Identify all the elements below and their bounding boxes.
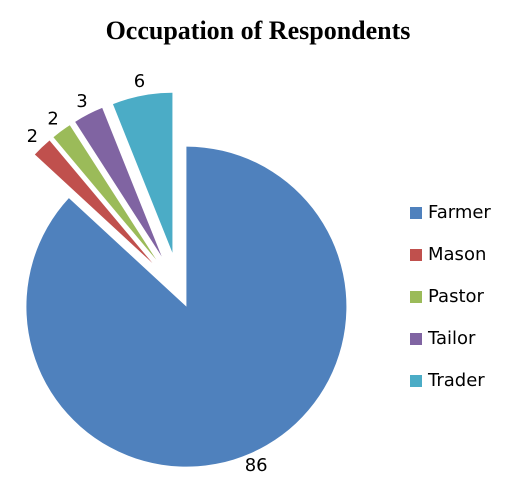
- data-label: 2: [47, 109, 58, 130]
- legend-label: Farmer: [428, 202, 491, 223]
- legend-swatch: [410, 291, 422, 303]
- legend-label: Mason: [428, 244, 486, 265]
- pie-slice: [34, 140, 153, 264]
- data-label: 2: [27, 126, 38, 147]
- pie-slice: [53, 125, 157, 260]
- legend-label: Tailor: [427, 328, 476, 349]
- data-label: 6: [134, 71, 145, 92]
- pie-slice: [112, 92, 173, 253]
- legend-swatch: [410, 207, 422, 219]
- legend-label: Pastor: [428, 286, 485, 307]
- pie-slice: [26, 146, 347, 467]
- legend-swatch: [410, 375, 422, 387]
- pie-slice: [75, 107, 162, 257]
- chart-title: Occupation of Respondents: [106, 16, 411, 45]
- legend-swatch: [410, 249, 422, 261]
- legend-label: Trader: [427, 370, 485, 391]
- data-label: 86: [245, 455, 268, 476]
- legend-swatch: [410, 333, 422, 345]
- data-label: 3: [76, 91, 87, 112]
